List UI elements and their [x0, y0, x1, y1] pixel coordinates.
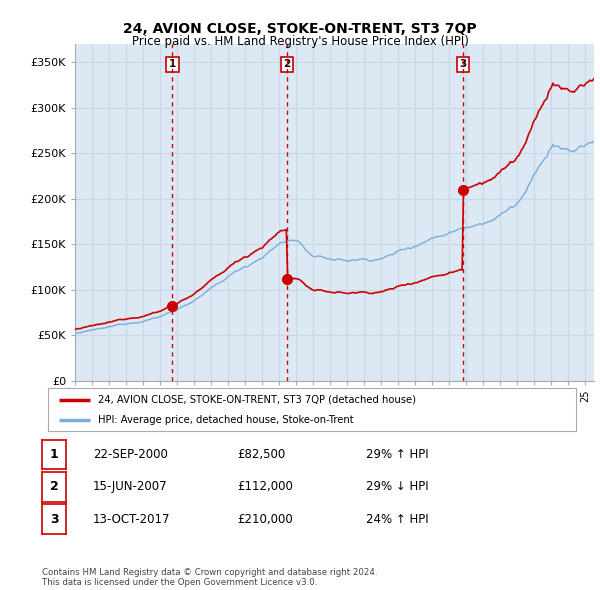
Text: 2: 2	[50, 480, 58, 493]
Text: 3: 3	[459, 59, 466, 69]
Text: 24, AVION CLOSE, STOKE-ON-TRENT, ST3 7QP (detached house): 24, AVION CLOSE, STOKE-ON-TRENT, ST3 7QP…	[98, 395, 416, 405]
Text: HPI: Average price, detached house, Stoke-on-Trent: HPI: Average price, detached house, Stok…	[98, 415, 354, 425]
Text: 2: 2	[283, 59, 290, 69]
Text: 1: 1	[50, 448, 58, 461]
Text: £112,000: £112,000	[237, 480, 293, 493]
Text: £210,000: £210,000	[237, 513, 293, 526]
Text: Price paid vs. HM Land Registry's House Price Index (HPI): Price paid vs. HM Land Registry's House …	[131, 35, 469, 48]
Text: 22-SEP-2000: 22-SEP-2000	[93, 448, 168, 461]
Text: 29% ↓ HPI: 29% ↓ HPI	[366, 480, 428, 493]
Text: 24, AVION CLOSE, STOKE-ON-TRENT, ST3 7QP: 24, AVION CLOSE, STOKE-ON-TRENT, ST3 7QP	[123, 22, 477, 37]
Text: 15-JUN-2007: 15-JUN-2007	[93, 480, 167, 493]
Text: 29% ↑ HPI: 29% ↑ HPI	[366, 448, 428, 461]
Text: 13-OCT-2017: 13-OCT-2017	[93, 513, 170, 526]
Text: 3: 3	[50, 513, 58, 526]
Text: £82,500: £82,500	[237, 448, 285, 461]
Text: 1: 1	[169, 59, 176, 69]
Text: Contains HM Land Registry data © Crown copyright and database right 2024.
This d: Contains HM Land Registry data © Crown c…	[42, 568, 377, 587]
Text: 24% ↑ HPI: 24% ↑ HPI	[366, 513, 428, 526]
